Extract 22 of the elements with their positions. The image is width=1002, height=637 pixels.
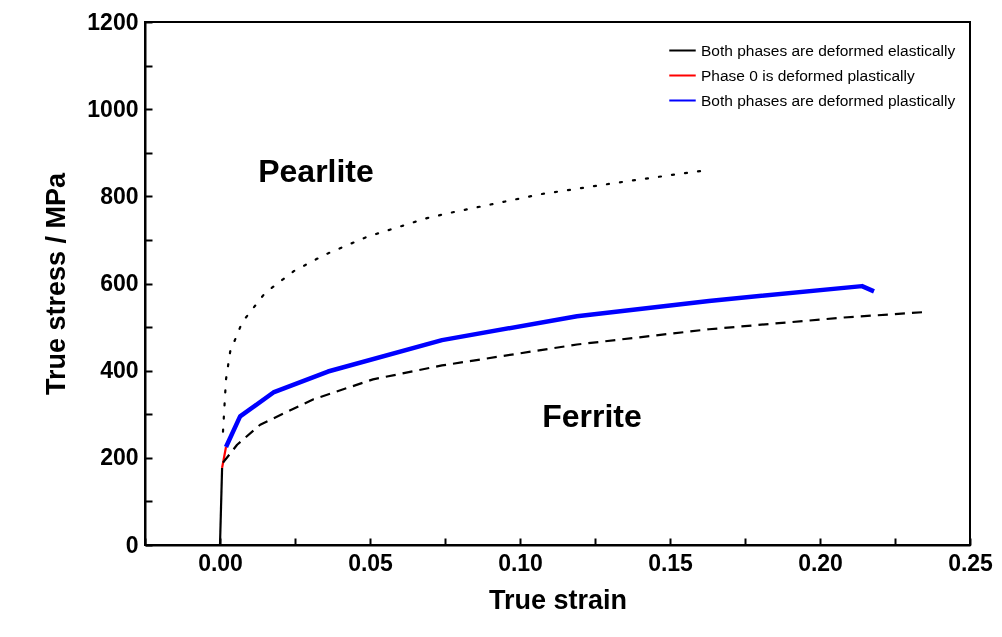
y-tick-label: 600 <box>100 270 139 296</box>
y-tick-label: 800 <box>100 182 139 209</box>
legend-label: Both phases are deformed plastically <box>701 91 956 109</box>
legend-label: Phase 0 is deformed plastically <box>701 66 915 84</box>
line-series <box>223 283 877 450</box>
y-axis-title: True stress / MPa <box>41 171 72 396</box>
x-tick-label: 0.10 <box>498 549 543 576</box>
y-tick-label: 1000 <box>87 95 139 122</box>
y-tick-label: 400 <box>100 357 139 384</box>
legend-label: Both phases are deformed elastically <box>701 41 956 59</box>
y-tick-label: 200 <box>100 444 139 471</box>
annotation: Ferrite <box>542 398 642 434</box>
x-tick-label: 0.05 <box>348 549 394 576</box>
y-tick-label: 1200 <box>87 8 139 35</box>
x-tick-label: 0.00 <box>198 549 243 576</box>
x-tick-label: 0.15 <box>648 549 694 576</box>
line-series <box>221 311 924 464</box>
y-tick-label: 0 <box>125 531 139 558</box>
x-tick-label: 0.25 <box>948 549 994 576</box>
x-tick-label: 0.20 <box>798 549 843 576</box>
x-axis-title: True strain <box>488 584 628 615</box>
annotation: Pearlite <box>258 153 374 189</box>
